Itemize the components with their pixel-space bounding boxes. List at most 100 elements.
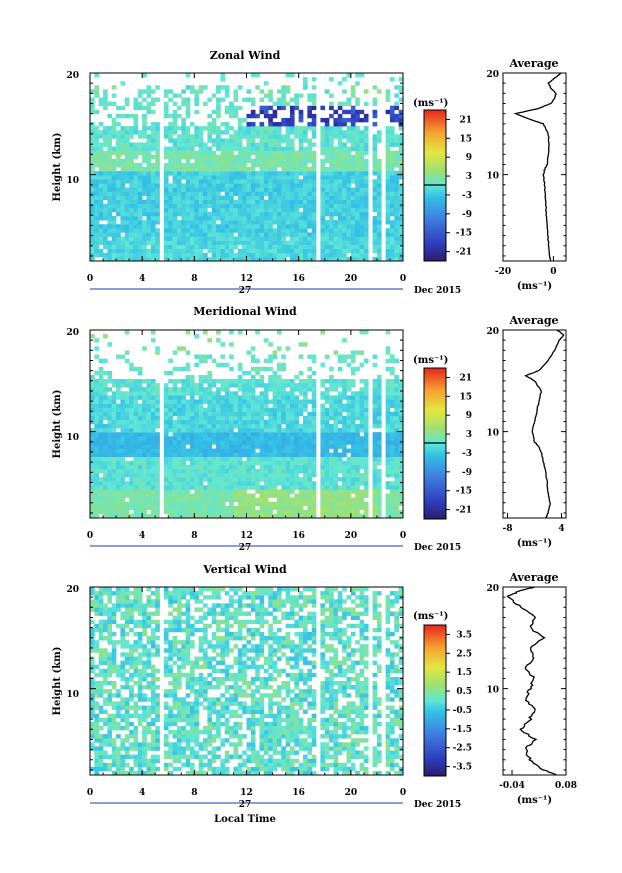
heat-cell [255, 240, 260, 245]
heat-cell [324, 493, 330, 498]
heat-cell [237, 179, 243, 184]
heat-cell [90, 485, 95, 490]
heat-cell [385, 448, 391, 453]
heat-cell [324, 134, 330, 139]
heat-cell [216, 199, 221, 205]
heat-cell [129, 142, 134, 147]
heat-cell [163, 244, 169, 250]
heat-cell [394, 93, 399, 98]
heat-cell [181, 244, 186, 250]
heat-cell [263, 501, 269, 507]
heat-cell [355, 424, 360, 429]
heat-cell [255, 207, 260, 213]
heat-cell [207, 158, 213, 164]
heat-cell [146, 195, 152, 200]
heat-cell [150, 395, 156, 400]
heat-cell [111, 428, 117, 433]
heat-cell [94, 399, 99, 404]
heat-cell [246, 150, 252, 156]
heat-cell [90, 158, 95, 164]
heat-cell [181, 460, 186, 466]
heat-cell [233, 224, 239, 229]
heat-cell [376, 379, 382, 384]
heat-cell [168, 452, 173, 457]
heat-cell [259, 130, 265, 135]
heat-cell [246, 236, 252, 241]
heat-cell [133, 126, 139, 131]
heat-cell [385, 244, 391, 250]
heat-cell [124, 448, 130, 453]
heat-cell [142, 346, 147, 351]
heat-cell [346, 224, 352, 229]
heat-cell [233, 167, 239, 172]
heat-cell [389, 501, 395, 507]
heat-cell [320, 464, 326, 470]
heat-cell [350, 481, 356, 486]
heat-cell [320, 171, 326, 176]
heat-cell [346, 477, 352, 482]
heat-cell [398, 468, 404, 474]
heat-cell [155, 240, 160, 245]
avg-y-tick-label: 10 [486, 172, 499, 182]
heat-cell [137, 101, 143, 106]
heat-cell [272, 415, 278, 421]
heat-cell [389, 167, 395, 172]
heat-cell [289, 428, 295, 433]
heat-cell [185, 232, 191, 237]
heat-cell [285, 224, 291, 229]
heat-cell [294, 252, 299, 258]
heat-cell [98, 134, 104, 139]
heat-cell [294, 211, 299, 217]
heat-cell [129, 383, 134, 388]
heat-cell [398, 77, 404, 82]
heat-cell [394, 244, 399, 250]
heat-cell [298, 354, 304, 359]
heat-cell [250, 244, 256, 250]
heat-cell [385, 419, 391, 425]
heat-cell [233, 158, 239, 164]
heat-cell [320, 362, 326, 368]
heat-cell [276, 432, 282, 437]
heat-cell [203, 493, 208, 498]
heat-cell [307, 105, 313, 111]
heat-cell [185, 399, 191, 404]
heat-cell [194, 228, 199, 233]
heat-cell [211, 411, 217, 417]
heat-cell [255, 203, 260, 209]
heat-cell [246, 411, 252, 417]
heat-cell [146, 468, 152, 474]
heat-cell [320, 146, 326, 151]
heat-cell [276, 444, 282, 449]
heat-cell [311, 195, 317, 200]
heat-cell [389, 456, 395, 462]
heat-cell [155, 505, 160, 511]
heat-cell [198, 379, 204, 384]
heat-cell [163, 113, 169, 119]
heat-cell [263, 448, 269, 453]
heat-cell [285, 419, 291, 425]
heat-cell [237, 387, 243, 392]
heat-cell [250, 203, 256, 209]
heat-cell [303, 81, 308, 86]
heat-cell [129, 415, 134, 421]
heat-cell [259, 167, 265, 172]
heat-cell [259, 195, 265, 200]
heat-cell [133, 395, 139, 400]
heat-cell [398, 228, 404, 233]
heat-cell [116, 252, 121, 258]
heat-cell [98, 477, 104, 482]
heat-cell [346, 134, 352, 139]
heat-cell [211, 248, 217, 254]
heat-cell [142, 460, 147, 466]
heat-cell [359, 424, 365, 429]
heat-cell [281, 366, 286, 372]
heat-cell [94, 252, 99, 258]
heat-cell [385, 154, 391, 160]
heat-cell [146, 89, 152, 94]
heat-cell [94, 158, 99, 164]
heat-cell [285, 440, 291, 445]
heat-cell [146, 407, 152, 413]
heat-cell [176, 477, 182, 482]
heat-cell [211, 513, 217, 519]
heat-cell [146, 456, 152, 462]
